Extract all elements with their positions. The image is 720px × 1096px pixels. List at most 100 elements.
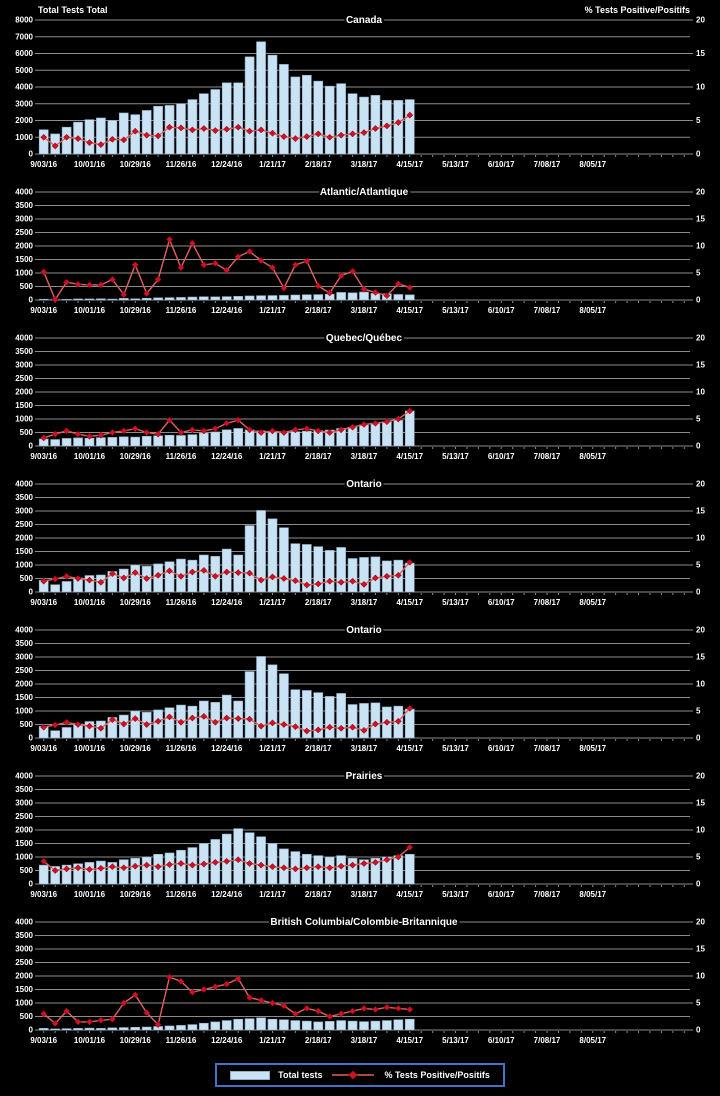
pct-positive-marker-icon xyxy=(200,860,208,868)
pct-positive-marker-icon xyxy=(40,133,48,141)
x-axis-tick-label: 4/15/17 xyxy=(396,452,423,461)
chart-title: Canada xyxy=(346,15,383,26)
total-tests-bar xyxy=(187,1024,198,1031)
x-axis-tick-label: 8/05/17 xyxy=(579,744,606,753)
pct-positive-marker-icon xyxy=(360,860,368,867)
pct-positive-marker-icon xyxy=(131,569,139,577)
pct-positive-marker-icon xyxy=(291,723,299,731)
y-axis-tick-label: 2500 xyxy=(15,666,33,675)
pct-positive-marker-icon xyxy=(131,425,139,433)
total-tests-bar xyxy=(199,432,209,447)
x-axis-tick-label: 1/21/17 xyxy=(259,1036,286,1045)
total-tests-bar xyxy=(359,703,369,739)
total-tests-bar xyxy=(164,297,175,301)
pct-positive-marker-icon xyxy=(108,570,116,578)
pct-positive-marker-icon xyxy=(154,1021,162,1029)
pct-positive-marker-icon xyxy=(383,122,391,130)
pct-positive-marker-icon xyxy=(337,578,345,586)
pct-positive-marker-icon xyxy=(131,127,139,135)
pct-positive-marker-icon xyxy=(394,853,402,861)
x-axis-tick-label: 4/15/17 xyxy=(396,160,423,169)
total-tests-bar xyxy=(347,1020,358,1031)
x-axis-tick-label: 5/13/17 xyxy=(442,160,469,169)
total-tests-bar xyxy=(176,1025,186,1031)
pct-positive-marker-icon xyxy=(383,1003,391,1011)
x-axis-tick-label: 7/08/17 xyxy=(534,744,561,753)
pct-positive-marker-icon xyxy=(143,290,151,297)
x-axis-tick-label: 2/18/17 xyxy=(305,160,332,169)
left-axis-title: Total Tests Total xyxy=(38,5,108,15)
x-axis-tick-label: 10/01/16 xyxy=(74,890,106,899)
chart-british-columbia: 0 500 1000 1500 2000 2500 3000 3500 4000 0 5 10 15 20… xyxy=(0,910,720,1056)
x-axis-tick-label: 11/26/16 xyxy=(166,1036,197,1045)
pct-positive-marker-icon xyxy=(406,407,414,415)
total-tests-bar xyxy=(279,64,289,155)
total-tests-bar xyxy=(290,294,301,301)
total-tests-bar xyxy=(130,858,141,885)
total-tests-bar xyxy=(370,1020,381,1031)
x-axis-tick-label: 4/15/17 xyxy=(396,1036,423,1045)
y-axis-tick-label: 0 xyxy=(29,588,34,597)
pct-positive-marker-icon xyxy=(177,264,185,272)
pct-positive-marker-icon xyxy=(40,434,48,442)
x-axis-tick-label: 10/01/16 xyxy=(74,598,106,607)
pct-positive-marker-icon xyxy=(154,571,162,579)
total-tests-bar xyxy=(279,673,289,739)
y-axis-tick-label: 3500 xyxy=(15,201,33,210)
x-axis-tick-label: 3/18/17 xyxy=(351,160,378,169)
x-axis-tick-label: 7/08/17 xyxy=(534,890,561,899)
x-axis-tick-label: 11/26/16 xyxy=(166,890,197,899)
total-tests-bar xyxy=(290,689,301,739)
total-tests-bar xyxy=(96,298,106,301)
pct-positive-marker-icon xyxy=(337,426,345,434)
pct-positive-marker-icon xyxy=(143,1009,151,1017)
y-axis-tick-label: 0 xyxy=(29,734,34,743)
total-tests-bar xyxy=(221,429,232,447)
pct-positive-marker-icon xyxy=(40,577,48,585)
chart-prairies: 0 500 1000 1500 2000 2500 3000 3500 4000 0 5 10 15 20… xyxy=(0,764,720,910)
total-tests-bar xyxy=(233,82,244,155)
pct-positive-marker-icon xyxy=(200,712,208,720)
x-axis-tick-label: 6/10/17 xyxy=(488,744,515,753)
total-tests-bar xyxy=(84,721,95,739)
total-tests-bar xyxy=(210,296,221,301)
total-tests-bar xyxy=(141,435,152,447)
pct-positive-marker-icon xyxy=(326,289,334,297)
pct-positive-marker-icon xyxy=(108,1015,116,1023)
x-axis-tick-label: 5/13/17 xyxy=(442,306,469,315)
total-tests-bar xyxy=(313,1021,324,1031)
pct-positive-marker-icon xyxy=(314,580,322,588)
x-axis-tick-label: 12/24/16 xyxy=(211,1036,243,1045)
total-tests-bar xyxy=(301,1020,312,1031)
x-axis-tick-label: 6/10/17 xyxy=(488,890,515,899)
x-axis-tick-label: 3/18/17 xyxy=(351,306,378,315)
pct-positive-marker-icon xyxy=(51,575,59,583)
y-axis-tick-label: 4000 xyxy=(15,480,33,489)
total-tests-bar xyxy=(404,708,415,739)
x-axis-tick-label: 8/05/17 xyxy=(579,306,606,315)
pct-positive-marker-icon xyxy=(406,111,414,119)
total-tests-bar xyxy=(324,85,335,155)
pct-positive-marker-icon xyxy=(291,865,299,873)
legend-pct-positive-label: % Tests Positive/Positifs xyxy=(384,1070,490,1080)
total-tests-bar xyxy=(38,298,49,301)
pct-positive-marker-icon xyxy=(291,261,299,269)
pct-positive-marker-icon xyxy=(97,141,105,149)
x-axis-tick-label: 4/15/17 xyxy=(396,744,423,753)
ontario-chart-svg-1: 0 500 1000 1500 2000 2500 3000 3500 4000 0 5 10 15 20… xyxy=(15,477,705,607)
y-axis-tick-label: 4000 xyxy=(15,772,33,781)
pct-positive-marker-icon xyxy=(234,253,242,261)
total-tests-bar xyxy=(96,117,106,155)
x-axis-tick-label: 2/18/17 xyxy=(305,890,332,899)
pct-positive-marker-icon xyxy=(314,130,322,138)
total-tests-bar xyxy=(404,99,415,155)
pct-positive-marker-icon xyxy=(211,572,219,580)
pct-positive-marker-icon xyxy=(131,715,139,723)
pct-positive-marker-icon xyxy=(280,1002,288,1010)
pct-positive-marker-icon xyxy=(188,861,196,869)
total-tests-bar xyxy=(199,93,209,155)
pct-positive-marker-icon xyxy=(211,718,219,726)
pct-positive-marker-icon xyxy=(246,569,254,577)
chart-title: Atlantic/Atlantique xyxy=(320,187,409,198)
